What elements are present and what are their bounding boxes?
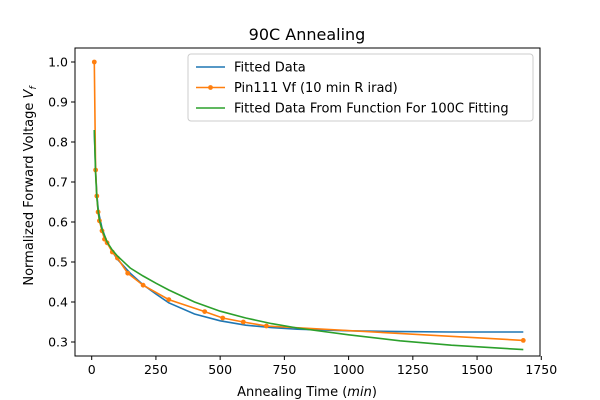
legend-label-1: Fitted Data <box>234 61 306 76</box>
legend-marker <box>208 85 213 90</box>
y-tick-label: 1.0 <box>48 55 68 70</box>
x-tick-label: 750 <box>272 362 296 377</box>
y-tick-label: 0.5 <box>48 255 68 270</box>
x-tick-label: 1500 <box>461 362 493 377</box>
data-point <box>264 323 269 329</box>
data-point <box>240 319 246 325</box>
x-tick-label: 1250 <box>397 362 429 377</box>
data-point <box>202 309 208 314</box>
x-tick-label: 1000 <box>333 362 365 377</box>
data-point <box>520 338 526 343</box>
y-tick-label: 0.4 <box>48 295 68 310</box>
y-tick-label: 0.6 <box>48 215 68 230</box>
y-axis-label: Normalized Forward Voltage Vf <box>22 85 39 286</box>
data-point <box>125 270 131 276</box>
legend-label-3: Fitted Data From Function For 100C Fitti… <box>234 102 509 117</box>
x-tick-label: 0 <box>88 362 96 377</box>
x-tick-label: 500 <box>208 362 232 377</box>
x-tick-label: 250 <box>144 362 168 377</box>
plot-area <box>91 59 526 351</box>
data-point <box>166 297 172 302</box>
legend-label-2: Pin111 Vf (10 min R irad) <box>234 81 398 96</box>
y-axis: 0.3 0.4 0.5 0.6 0.7 0.8 0.9 1.0 <box>48 55 75 350</box>
y-tick-label: 0.3 <box>48 335 68 350</box>
y-tick-label: 0.9 <box>48 95 68 110</box>
legend-box <box>187 53 534 122</box>
x-axis: 0 250 500 750 1000 1250 1500 1750 <box>88 356 557 377</box>
data-point <box>140 282 146 288</box>
y-tick-label: 0.8 <box>48 135 68 150</box>
data-point <box>91 59 97 65</box>
x-tick-label: 1750 <box>525 362 557 377</box>
chart-title: 90C Annealing <box>249 25 366 44</box>
axes-frame <box>74 47 541 357</box>
y-tick-label: 0.7 <box>48 175 68 190</box>
data-point <box>220 315 226 321</box>
series-line-3 <box>93 129 524 351</box>
x-axis-label: Annealing Time (min) <box>237 385 377 400</box>
legend: Fitted Data Pin111 Vf (10 min R irad) Fitt… <box>187 53 534 122</box>
